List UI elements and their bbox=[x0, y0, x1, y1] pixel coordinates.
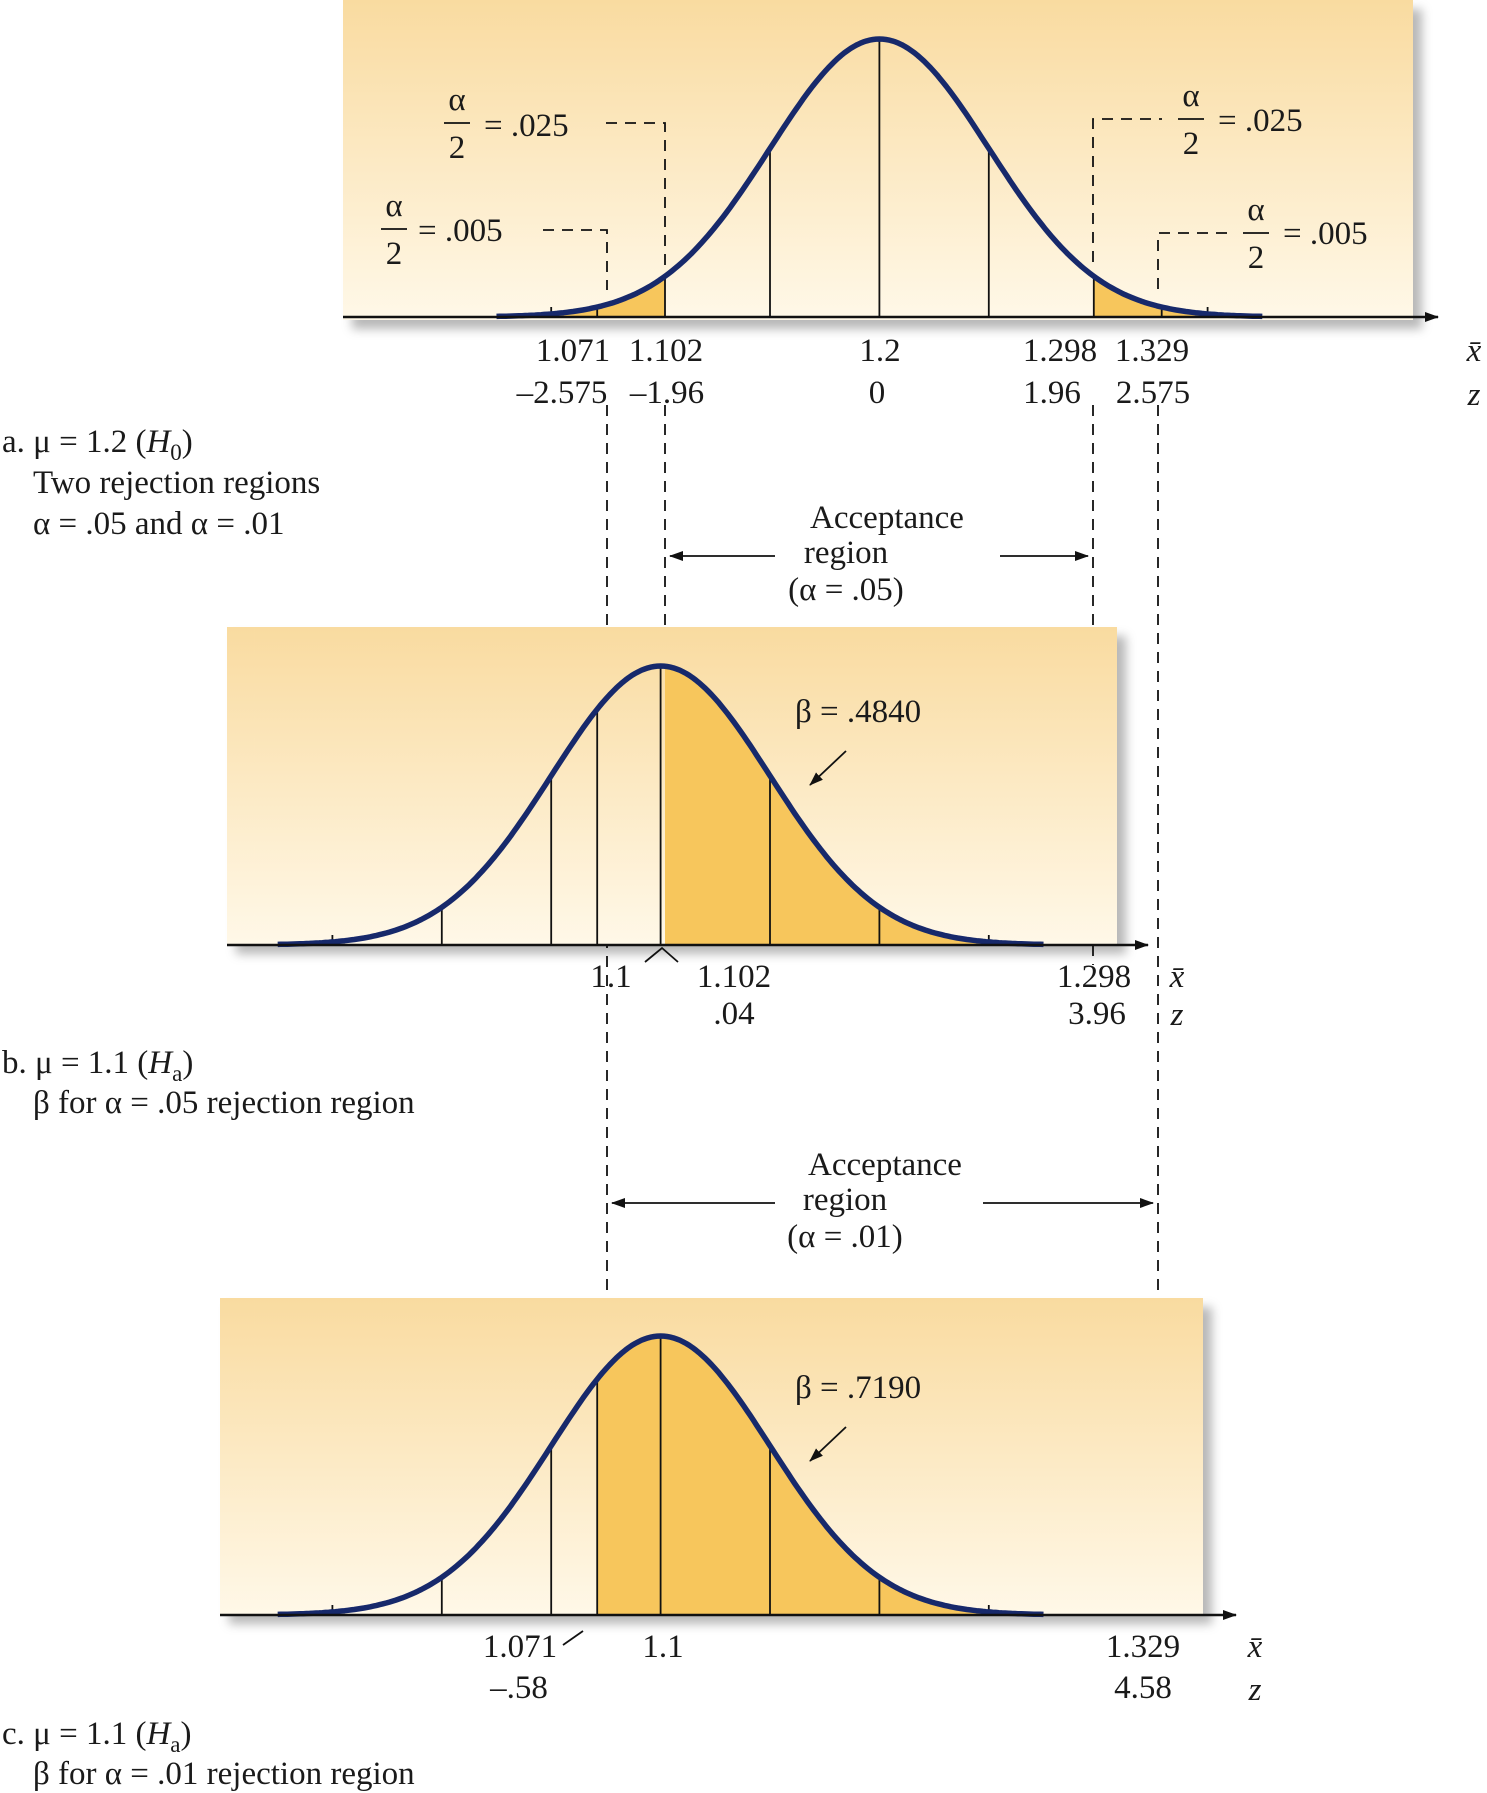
alpha-numerator: α bbox=[1182, 78, 1199, 114]
z-axis-name: z bbox=[1248, 1672, 1262, 1708]
alpha-half-005-right: α 2 = .005 bbox=[1157, 192, 1368, 289]
x-bar-axis-name: x̄ bbox=[1247, 1629, 1263, 1665]
acceptance-label: Acceptance bbox=[810, 500, 964, 536]
panel-a-background bbox=[343, 0, 1413, 320]
x-tick-label: 1.2 bbox=[859, 333, 900, 369]
acceptance-label: region bbox=[803, 1182, 887, 1218]
beta-label: β = .7190 bbox=[795, 1370, 921, 1406]
panel-a-caption: a. μ = 1.2 (H0) bbox=[2, 424, 193, 465]
alternative-distribution-curve bbox=[277, 663, 1044, 948]
z-tick-label: 3.96 bbox=[1068, 996, 1126, 1032]
alpha-numerator: α bbox=[385, 188, 402, 224]
alpha-value: = .005 bbox=[418, 213, 503, 249]
x-tick-label: 1.1 bbox=[590, 959, 631, 995]
panel-b: β = .4840 1.1 1.102 1.298 .04 3.96 x̄ z … bbox=[2, 627, 1185, 1121]
beta-shaded-region bbox=[597, 1336, 1162, 1615]
panel-b-caption: b. μ = 1.1 (Ha) bbox=[2, 1045, 193, 1086]
x-tick-label: 1.071 bbox=[536, 333, 610, 369]
z-tick-label: –1.96 bbox=[629, 375, 704, 411]
x-tick-label: 1.102 bbox=[697, 959, 771, 995]
z-axis-name: z bbox=[1170, 997, 1184, 1033]
left-tail-shaded-region bbox=[496, 276, 665, 317]
z-tick-label: 4.58 bbox=[1114, 1670, 1172, 1706]
alpha-denominator: 2 bbox=[386, 236, 403, 272]
z-tick-label: 2.575 bbox=[1116, 375, 1190, 411]
x-bar-axis-name: x̄ bbox=[1169, 959, 1185, 995]
panel-b-caption-line: β for α = .05 rejection region bbox=[33, 1085, 415, 1121]
right-tail-shaded-region bbox=[1093, 276, 1263, 317]
z-tick-label: –.58 bbox=[489, 1670, 548, 1706]
z-tick-label: 0 bbox=[869, 375, 886, 411]
x-bar-axis-name: x̄ bbox=[1466, 333, 1482, 369]
alpha-numerator: α bbox=[448, 82, 465, 118]
panel-a-caption-line: Two rejection regions bbox=[33, 465, 320, 501]
panel-c-sd-ticks bbox=[331, 1336, 990, 1615]
panel-a: α 2 = .025 α 2 = .005 α 2 = .025 α 2 = .… bbox=[2, 0, 1482, 542]
panel-a-caption-line: α = .05 and α = .01 bbox=[33, 506, 284, 542]
z-axis-name: z bbox=[1467, 377, 1481, 413]
acceptance-label: region bbox=[804, 535, 888, 571]
panel-c-caption-line: β for α = .01 rejection region bbox=[33, 1756, 415, 1792]
acceptance-region-01: Acceptance region (α = .01) bbox=[611, 1147, 1154, 1255]
x-tick-label: 1.329 bbox=[1106, 1629, 1180, 1665]
z-tick-label: 1.96 bbox=[1023, 375, 1081, 411]
x-tick-label: 1.329 bbox=[1115, 333, 1189, 369]
acceptance-label: (α = .01) bbox=[787, 1219, 903, 1255]
alpha-value: = .005 bbox=[1283, 216, 1368, 252]
alpha-numerator: α bbox=[1247, 192, 1264, 228]
alpha-value: = .025 bbox=[1218, 103, 1303, 139]
alpha-half-005-left: α 2 = .005 bbox=[381, 188, 608, 290]
alpha-half-025-right: α 2 = .025 bbox=[1092, 78, 1303, 262]
x-tick-label: 1.071 bbox=[483, 1629, 557, 1665]
null-distribution-curve bbox=[496, 36, 1263, 320]
beta-shaded-region bbox=[665, 666, 1094, 945]
alpha-denominator: 2 bbox=[449, 130, 466, 166]
alternative-distribution-curve bbox=[277, 1333, 1044, 1618]
panel-c: β = .7190 1.071 1.1 1.329 –.58 4.58 x̄ z… bbox=[2, 1298, 1263, 1792]
acceptance-region-05: Acceptance region (α = .05) bbox=[669, 500, 1089, 608]
x-tick-label: 1.102 bbox=[629, 333, 703, 369]
acceptance-label: Acceptance bbox=[808, 1147, 962, 1183]
x-tick-label: 1.298 bbox=[1057, 959, 1131, 995]
alpha-value: = .025 bbox=[484, 108, 569, 144]
z-tick-label: –2.575 bbox=[516, 375, 608, 411]
z-tick-label: .04 bbox=[713, 996, 754, 1032]
panel-b-sd-ticks bbox=[331, 666, 990, 945]
x-tick-label: 1.298 bbox=[1023, 333, 1097, 369]
panel-c-caption: c. μ = 1.1 (Ha) bbox=[2, 1716, 192, 1757]
alpha-denominator: 2 bbox=[1248, 240, 1265, 276]
alpha-half-025-left: α 2 = .025 bbox=[444, 82, 666, 270]
x-tick-label: 1.1 bbox=[642, 1629, 683, 1665]
beta-label: β = .4840 bbox=[795, 694, 921, 730]
acceptance-label: (α = .05) bbox=[788, 572, 904, 608]
alpha-denominator: 2 bbox=[1183, 126, 1200, 162]
